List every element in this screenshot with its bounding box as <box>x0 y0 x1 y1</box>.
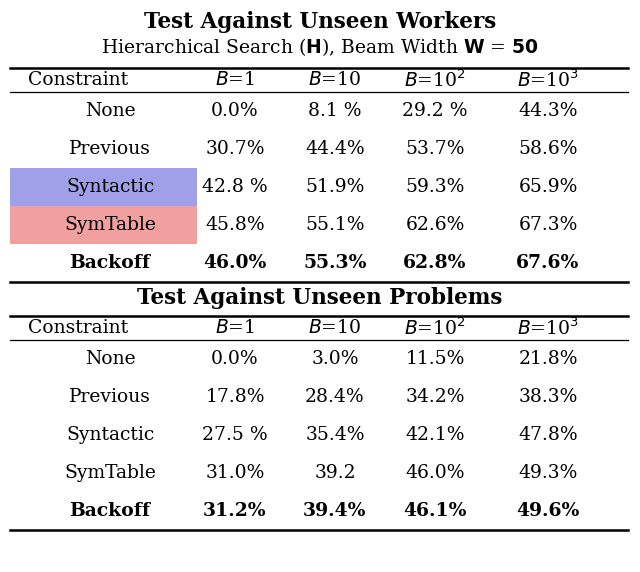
Text: $\mathit{B}$=1: $\mathit{B}$=1 <box>215 319 255 337</box>
Text: 55.1%: 55.1% <box>305 216 365 234</box>
Text: $\mathit{B}$=10: $\mathit{B}$=10 <box>308 319 362 337</box>
Text: 65.9%: 65.9% <box>518 178 578 196</box>
Text: 11.5%: 11.5% <box>405 350 465 368</box>
Text: 62.8%: 62.8% <box>403 254 467 272</box>
Text: 51.9%: 51.9% <box>305 178 365 196</box>
Text: Backoff: Backoff <box>70 254 150 272</box>
Text: 3.0%: 3.0% <box>311 350 359 368</box>
Text: 34.2%: 34.2% <box>405 388 465 406</box>
Text: $\mathit{B}$=10$^3$: $\mathit{B}$=10$^3$ <box>517 69 579 91</box>
Text: $\mathit{B}$=1: $\mathit{B}$=1 <box>215 71 255 89</box>
Text: 0.0%: 0.0% <box>211 350 259 368</box>
Text: 49.3%: 49.3% <box>518 464 578 482</box>
Text: Previous: Previous <box>69 388 151 406</box>
Text: 46.1%: 46.1% <box>403 502 467 520</box>
Text: $\mathit{B}$=10: $\mathit{B}$=10 <box>308 71 362 89</box>
Text: 62.6%: 62.6% <box>405 216 465 234</box>
Text: None: None <box>84 102 135 120</box>
Text: 45.8%: 45.8% <box>205 216 265 234</box>
Text: 46.0%: 46.0% <box>405 464 465 482</box>
Text: 8.1 %: 8.1 % <box>308 102 362 120</box>
Text: 27.5 %: 27.5 % <box>202 426 268 444</box>
Text: 21.8%: 21.8% <box>518 350 578 368</box>
Text: 0.0%: 0.0% <box>211 102 259 120</box>
Text: 42.8 %: 42.8 % <box>202 178 268 196</box>
Bar <box>10 168 197 206</box>
Text: $\mathit{B}$=10$^3$: $\mathit{B}$=10$^3$ <box>517 317 579 339</box>
Text: 49.6%: 49.6% <box>516 502 580 520</box>
Text: 59.3%: 59.3% <box>405 178 465 196</box>
Text: 44.3%: 44.3% <box>518 102 578 120</box>
Text: 46.0%: 46.0% <box>204 254 267 272</box>
Text: 67.3%: 67.3% <box>518 216 578 234</box>
Text: $\mathit{B}$=10$^2$: $\mathit{B}$=10$^2$ <box>404 69 466 91</box>
Text: Test Against Unseen Problems: Test Against Unseen Problems <box>138 287 502 309</box>
Text: 30.7%: 30.7% <box>205 140 265 158</box>
Text: None: None <box>84 350 135 368</box>
Text: 38.3%: 38.3% <box>518 388 578 406</box>
Text: Hierarchical Search ($\mathbf{H}$), Beam Width $\mathbf{W}$ = $\mathbf{50}$: Hierarchical Search ($\mathbf{H}$), Beam… <box>101 36 539 58</box>
Text: 35.4%: 35.4% <box>305 426 365 444</box>
Bar <box>10 206 197 244</box>
Text: Constraint: Constraint <box>28 319 128 337</box>
Text: 28.4%: 28.4% <box>305 388 365 406</box>
Text: Constraint: Constraint <box>28 71 128 89</box>
Text: SymTable: SymTable <box>64 216 156 234</box>
Text: 53.7%: 53.7% <box>405 140 465 158</box>
Text: 42.1%: 42.1% <box>405 426 465 444</box>
Text: 31.0%: 31.0% <box>205 464 265 482</box>
Text: Previous: Previous <box>69 140 151 158</box>
Text: 39.4%: 39.4% <box>303 502 367 520</box>
Text: 44.4%: 44.4% <box>305 140 365 158</box>
Text: 58.6%: 58.6% <box>518 140 578 158</box>
Text: 55.3%: 55.3% <box>303 254 367 272</box>
Text: Syntactic: Syntactic <box>66 426 154 444</box>
Text: Backoff: Backoff <box>70 502 150 520</box>
Text: 31.2%: 31.2% <box>203 502 267 520</box>
Text: 39.2: 39.2 <box>314 464 356 482</box>
Text: 67.6%: 67.6% <box>516 254 580 272</box>
Text: 17.8%: 17.8% <box>205 388 265 406</box>
Text: 47.8%: 47.8% <box>518 426 578 444</box>
Text: $\mathit{B}$=10$^2$: $\mathit{B}$=10$^2$ <box>404 317 466 339</box>
Text: 29.2 %: 29.2 % <box>403 102 468 120</box>
Text: SymTable: SymTable <box>64 464 156 482</box>
Text: Syntactic: Syntactic <box>66 178 154 196</box>
Text: Test Against Unseen Workers: Test Against Unseen Workers <box>144 11 496 33</box>
